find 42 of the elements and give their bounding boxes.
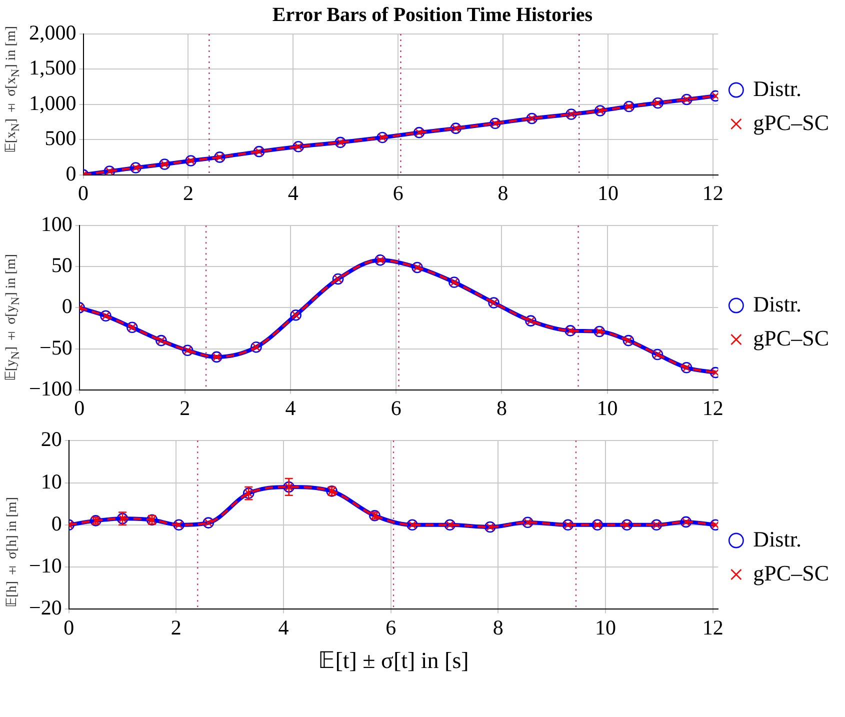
- x-tick-label: 4: [285, 396, 296, 420]
- legend-label: Distr.: [753, 291, 802, 316]
- chart-title: Error Bars of Position Time Histories: [272, 4, 593, 26]
- y-axis-title: 𝔼[h] ± σ[h] in [m]: [5, 497, 21, 608]
- legend-label: gPC–SC: [753, 325, 830, 350]
- legend-label: gPC–SC: [753, 560, 830, 586]
- y-tick-label: 1,000: [29, 90, 76, 115]
- x-tick-label: 6: [386, 615, 396, 640]
- legend-label: gPC–SC: [753, 110, 830, 135]
- y-tick-label: 2,000: [29, 20, 76, 45]
- y-tick-label: −20: [29, 596, 62, 620]
- y-tick-label: 0: [62, 294, 72, 318]
- x-tick-label: 2: [170, 615, 182, 640]
- x-tick-label: 10: [597, 180, 618, 205]
- y-tick-label: 10: [40, 469, 62, 494]
- x-tick-label: 4: [278, 615, 290, 640]
- x-tick-label: 2: [182, 180, 194, 205]
- x-tick-label: 12: [702, 180, 724, 205]
- x-tick-label: 12: [702, 396, 724, 420]
- x-tick-label: 10: [594, 615, 616, 640]
- x-tick-label: 8: [496, 396, 507, 420]
- y-tick-label: 50: [51, 253, 72, 278]
- x-axis-title: 𝔼[t] ± σ[t] in [s]: [318, 648, 469, 674]
- y-tick-label: 20: [40, 427, 62, 452]
- y-tick-label: −10: [29, 554, 62, 578]
- x-tick-label: 2: [180, 396, 190, 420]
- x-tick-label: 8: [492, 615, 504, 640]
- y-tick-label: 500: [44, 126, 76, 150]
- y-tick-label: −100: [29, 376, 72, 400]
- x-tick-label: 8: [498, 180, 508, 205]
- y-tick-label: 0: [66, 161, 76, 186]
- y-tick-label: 1,500: [29, 56, 76, 80]
- x-tick-label: 12: [702, 615, 724, 640]
- x-tick-label: 6: [390, 396, 402, 420]
- legend-label: Distr.: [753, 76, 802, 101]
- x-tick-label: 6: [392, 180, 404, 205]
- y-tick-label: 0: [51, 511, 62, 536]
- x-tick-label: 10: [596, 396, 618, 420]
- x-tick-label: 4: [288, 180, 299, 205]
- y-tick-label: 100: [40, 212, 72, 236]
- y-tick-label: −50: [40, 335, 72, 360]
- legend-label: Distr.: [753, 526, 802, 552]
